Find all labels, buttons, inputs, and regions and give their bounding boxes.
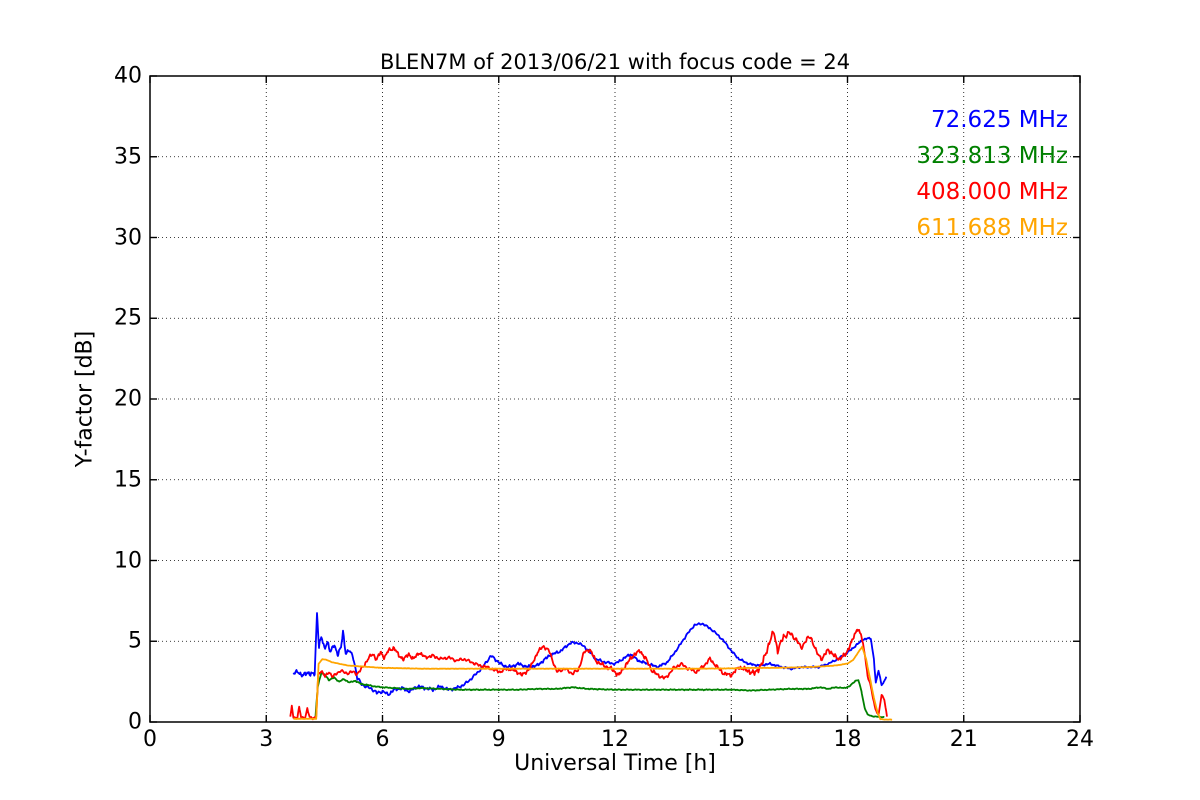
y-tick-label: 10 (114, 548, 142, 573)
x-tick-label: 15 (717, 727, 746, 752)
legend-item-408-000-mhz: 408.000 MHz (916, 174, 1068, 210)
series-line-408-000-mhz (289, 628, 888, 721)
x-tick-label: 0 (143, 727, 157, 752)
y-tick-label: 20 (114, 386, 142, 412)
y-tick-label: 5 (128, 628, 142, 654)
series-line-323-813-mhz (314, 672, 885, 719)
x-tick-label: 18 (833, 727, 862, 752)
y-tick-label: 15 (114, 467, 142, 493)
x-tick-label: 21 (949, 727, 978, 752)
y-tick-label: 40 (114, 63, 142, 89)
legend-label: 323.813 MHz (916, 143, 1068, 169)
y-tick-label: 30 (114, 225, 142, 250)
x-tick-label: 3 (259, 727, 274, 752)
series-line-611-688-mhz (293, 645, 893, 721)
y-tick-label: 25 (114, 305, 142, 331)
x-tick-label: 12 (601, 727, 629, 752)
x-tick-label: 6 (375, 727, 390, 752)
legend-item-72-625-mhz: 72.625 MHz (916, 102, 1068, 138)
legend-label: 408.000 MHz (916, 179, 1068, 205)
chart-title: BLEN7M of 2013/06/21 with focus code = 2… (379, 50, 851, 74)
y-tick-label: 35 (114, 144, 142, 170)
y-tick-label: 0 (128, 709, 142, 735)
legend-label: 72.625 MHz (930, 107, 1068, 133)
x-tick-label: 9 (491, 727, 506, 752)
legend: 72.625 MHz 323.813 MHz 408.000 MHz 611.6… (916, 102, 1068, 246)
legend-label: 611.688 MHz (916, 215, 1068, 241)
x-axis-label: Universal Time [h] (514, 751, 716, 776)
legend-item-323-813-mhz: 323.813 MHz (916, 138, 1068, 174)
x-tick-label: 24 (1066, 727, 1094, 752)
legend-item-611-688-mhz: 611.688 MHz (916, 210, 1068, 246)
